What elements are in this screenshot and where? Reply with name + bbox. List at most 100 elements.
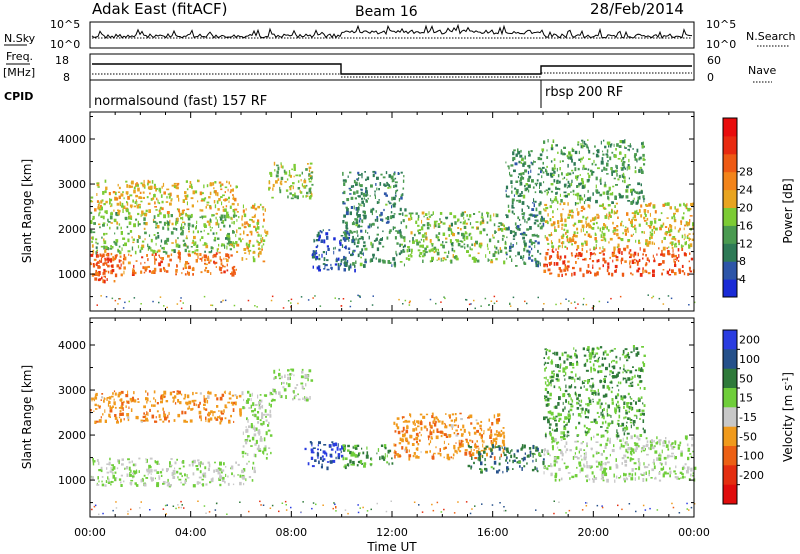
echo-cell [253, 470, 256, 474]
echo-cell [184, 273, 187, 276]
echo-cell [248, 476, 252, 479]
echo-cell [105, 186, 108, 190]
echo-cell [95, 408, 98, 410]
echo-cell [562, 367, 566, 371]
echo-cell [565, 265, 566, 268]
echo-cell [537, 264, 539, 268]
echo-cell [333, 250, 335, 255]
echo-cell [373, 239, 377, 242]
echo-cell [369, 259, 372, 263]
echo-cell [638, 223, 641, 227]
echo-cell [109, 215, 113, 220]
echo-cell [492, 236, 495, 239]
echo-cell [194, 249, 196, 252]
echo-cell [574, 234, 578, 238]
echo-cell [100, 399, 102, 401]
echo-cell [559, 193, 561, 197]
echo-cell [480, 436, 483, 440]
echo-cell [636, 209, 638, 213]
echo-cell [582, 215, 585, 219]
echo-cell [224, 299, 227, 302]
echo-cell [168, 484, 171, 488]
echo-cell [464, 211, 466, 214]
echo-cell [357, 178, 359, 181]
echo-cell [541, 169, 543, 172]
echo-cell [473, 461, 475, 465]
echo-cell [217, 247, 219, 250]
echo-cell [135, 218, 138, 221]
echo-cell [549, 218, 552, 222]
echo-cell [230, 254, 233, 257]
echo-cell [589, 196, 592, 200]
echo-cell [262, 225, 264, 228]
echo-cell [122, 205, 126, 209]
echo-cell [345, 221, 348, 225]
echo-cell [555, 192, 557, 195]
echo-cell [644, 269, 647, 273]
echo-cell [231, 202, 235, 206]
echo-cell [181, 272, 183, 275]
echo-cell [294, 195, 297, 199]
echo-cell [409, 413, 411, 416]
echo-cell [517, 216, 520, 220]
echo-cell [542, 217, 545, 222]
echo-cell [689, 252, 691, 255]
echo-cell [431, 435, 433, 439]
echo-cell [150, 198, 153, 201]
echo-cell [204, 243, 208, 245]
echo-cell [300, 296, 303, 298]
echo-cell [418, 240, 420, 244]
echo-cell [372, 243, 374, 246]
echo-cell [175, 228, 178, 231]
echo-cell [524, 184, 526, 188]
echo-cell [261, 404, 264, 409]
echo-cell [579, 220, 583, 223]
echo-cell [256, 231, 259, 234]
echo-cell [663, 456, 667, 460]
echo-cell [127, 250, 131, 253]
echo-cell [595, 460, 598, 463]
echo-cell [132, 463, 136, 467]
echo-cell [459, 228, 462, 231]
echo-cell [579, 174, 581, 176]
echo-cell [417, 456, 420, 459]
echo-cell [627, 377, 631, 381]
echo-cell [207, 395, 210, 399]
echo-cell [95, 251, 97, 255]
echo-cell [574, 150, 578, 155]
echo-cell [539, 185, 540, 189]
echo-cell [559, 258, 561, 261]
echo-cell [585, 220, 587, 225]
echo-cell [489, 426, 491, 429]
echo-cell [312, 250, 315, 254]
echo-cell [166, 196, 168, 199]
echo-cell [576, 245, 580, 249]
echo-cell [528, 153, 531, 157]
echo-cell [197, 404, 200, 409]
echo-cell [279, 189, 282, 194]
echo-cell [580, 206, 583, 209]
echo-cell [101, 480, 103, 483]
echo-cell [143, 405, 146, 409]
date-title: 28/Feb/2014 [590, 0, 684, 18]
echo-cell [646, 270, 648, 273]
echo-cell [693, 466, 697, 470]
echo-cell [595, 221, 598, 225]
echo-cell [480, 428, 483, 432]
echo-cell [595, 199, 598, 204]
echo-cell [151, 180, 154, 184]
echo-cell [172, 227, 176, 230]
echo-cell [602, 434, 605, 438]
echo-cell [365, 189, 368, 194]
echo-cell [225, 258, 227, 260]
echo-cell [343, 268, 346, 272]
echo-cell [624, 474, 627, 477]
echo-cell [571, 254, 574, 257]
echo-cell [496, 300, 498, 302]
echo-cell [537, 296, 539, 299]
echo-cell [95, 241, 97, 244]
echo-cell [639, 273, 643, 277]
echo-cell [133, 297, 136, 299]
echo-cell [143, 474, 146, 477]
echo-cell [362, 214, 365, 217]
